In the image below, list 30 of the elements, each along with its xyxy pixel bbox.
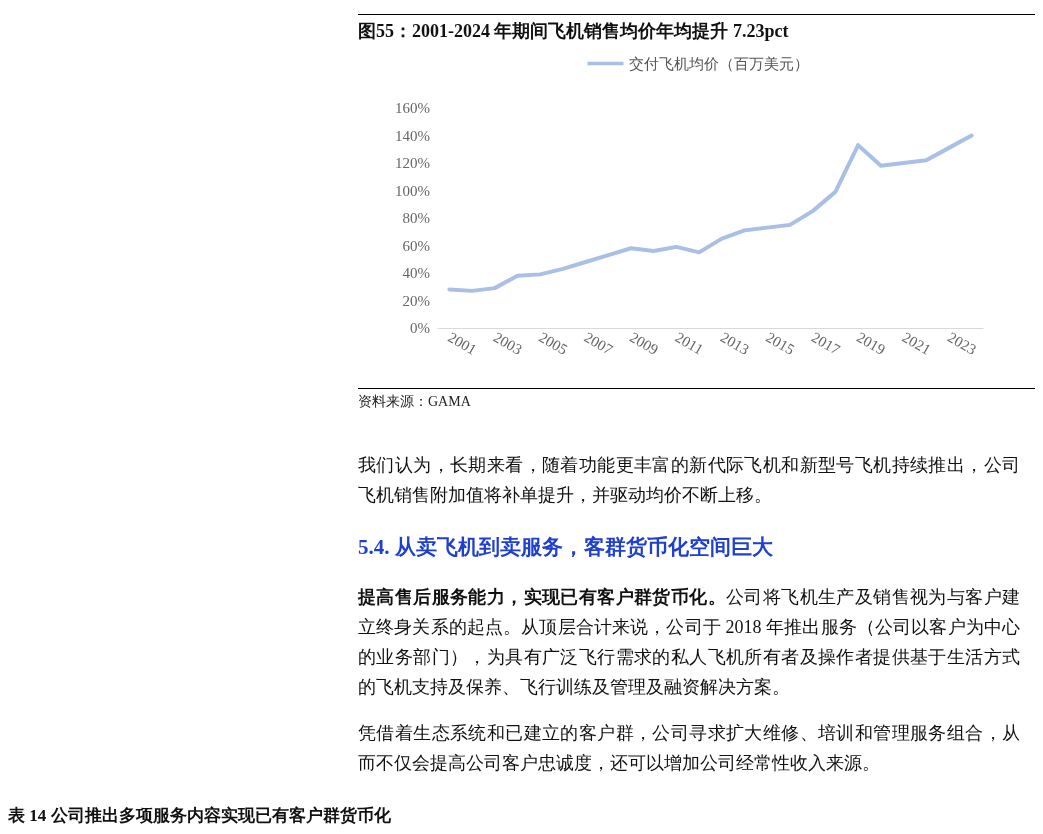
x-tick-label: 2015	[763, 329, 798, 358]
text: 提高售后服务能力，实现已有客户群货币化。	[358, 587, 726, 607]
y-tick-label: 20%	[402, 292, 430, 309]
y-tick-label: 100%	[395, 182, 430, 199]
y-tick-label: 60%	[402, 237, 430, 254]
y-tick-label: 140%	[395, 127, 430, 144]
x-tick-label: 2005	[536, 329, 571, 358]
y-tick-label: 0%	[410, 320, 430, 336]
y-tick-label: 80%	[402, 210, 430, 226]
x-tick-label: 2019	[854, 329, 889, 358]
line-series	[447, 133, 974, 293]
x-tick-label: 2003	[490, 329, 525, 358]
legend-label: 交付飞机均价（百万美元）	[628, 55, 809, 72]
x-tick-label: 2009	[627, 329, 661, 358]
x-tick-label: 2021	[899, 329, 934, 358]
x-tick-label: 2001	[445, 329, 480, 358]
text: 5.4. 从卖飞机到卖服务，客群货币化空间巨大	[358, 534, 774, 561]
x-tick-label: 2023	[944, 329, 979, 358]
x-tick-label: 2013	[717, 329, 752, 358]
y-tick-label: 40%	[402, 265, 430, 281]
x-tick-label: 2017	[808, 329, 844, 359]
text: 凭借着生态系统和已建立的客户群，公司寻求扩大维修、培训和管理服务组合，从而不仅会提高公司客户忠诚度，还可以增加公司经常性收入来源。	[358, 722, 1020, 775]
y-tick-label: 160%	[395, 100, 430, 116]
x-tick-label: 2011	[672, 329, 706, 358]
chart-title: 图55：2001-2024 年期间飞机销售均价年均提升 7.23pct	[358, 14, 1038, 43]
text: 表 14 公司推出多项服务内容实现已有客户群货币化	[8, 805, 391, 827]
y-tick-label: 120%	[395, 155, 430, 171]
x-tick-label: 2007	[581, 329, 616, 359]
text: 我们认为，长期来看，随着功能更丰富的新代际飞机和新型号飞机持续推出，公司飞机销售附加值将补单提升，并驱动均价不断上移。	[358, 454, 1020, 507]
text: 资料来源：GAMA	[358, 393, 472, 411]
